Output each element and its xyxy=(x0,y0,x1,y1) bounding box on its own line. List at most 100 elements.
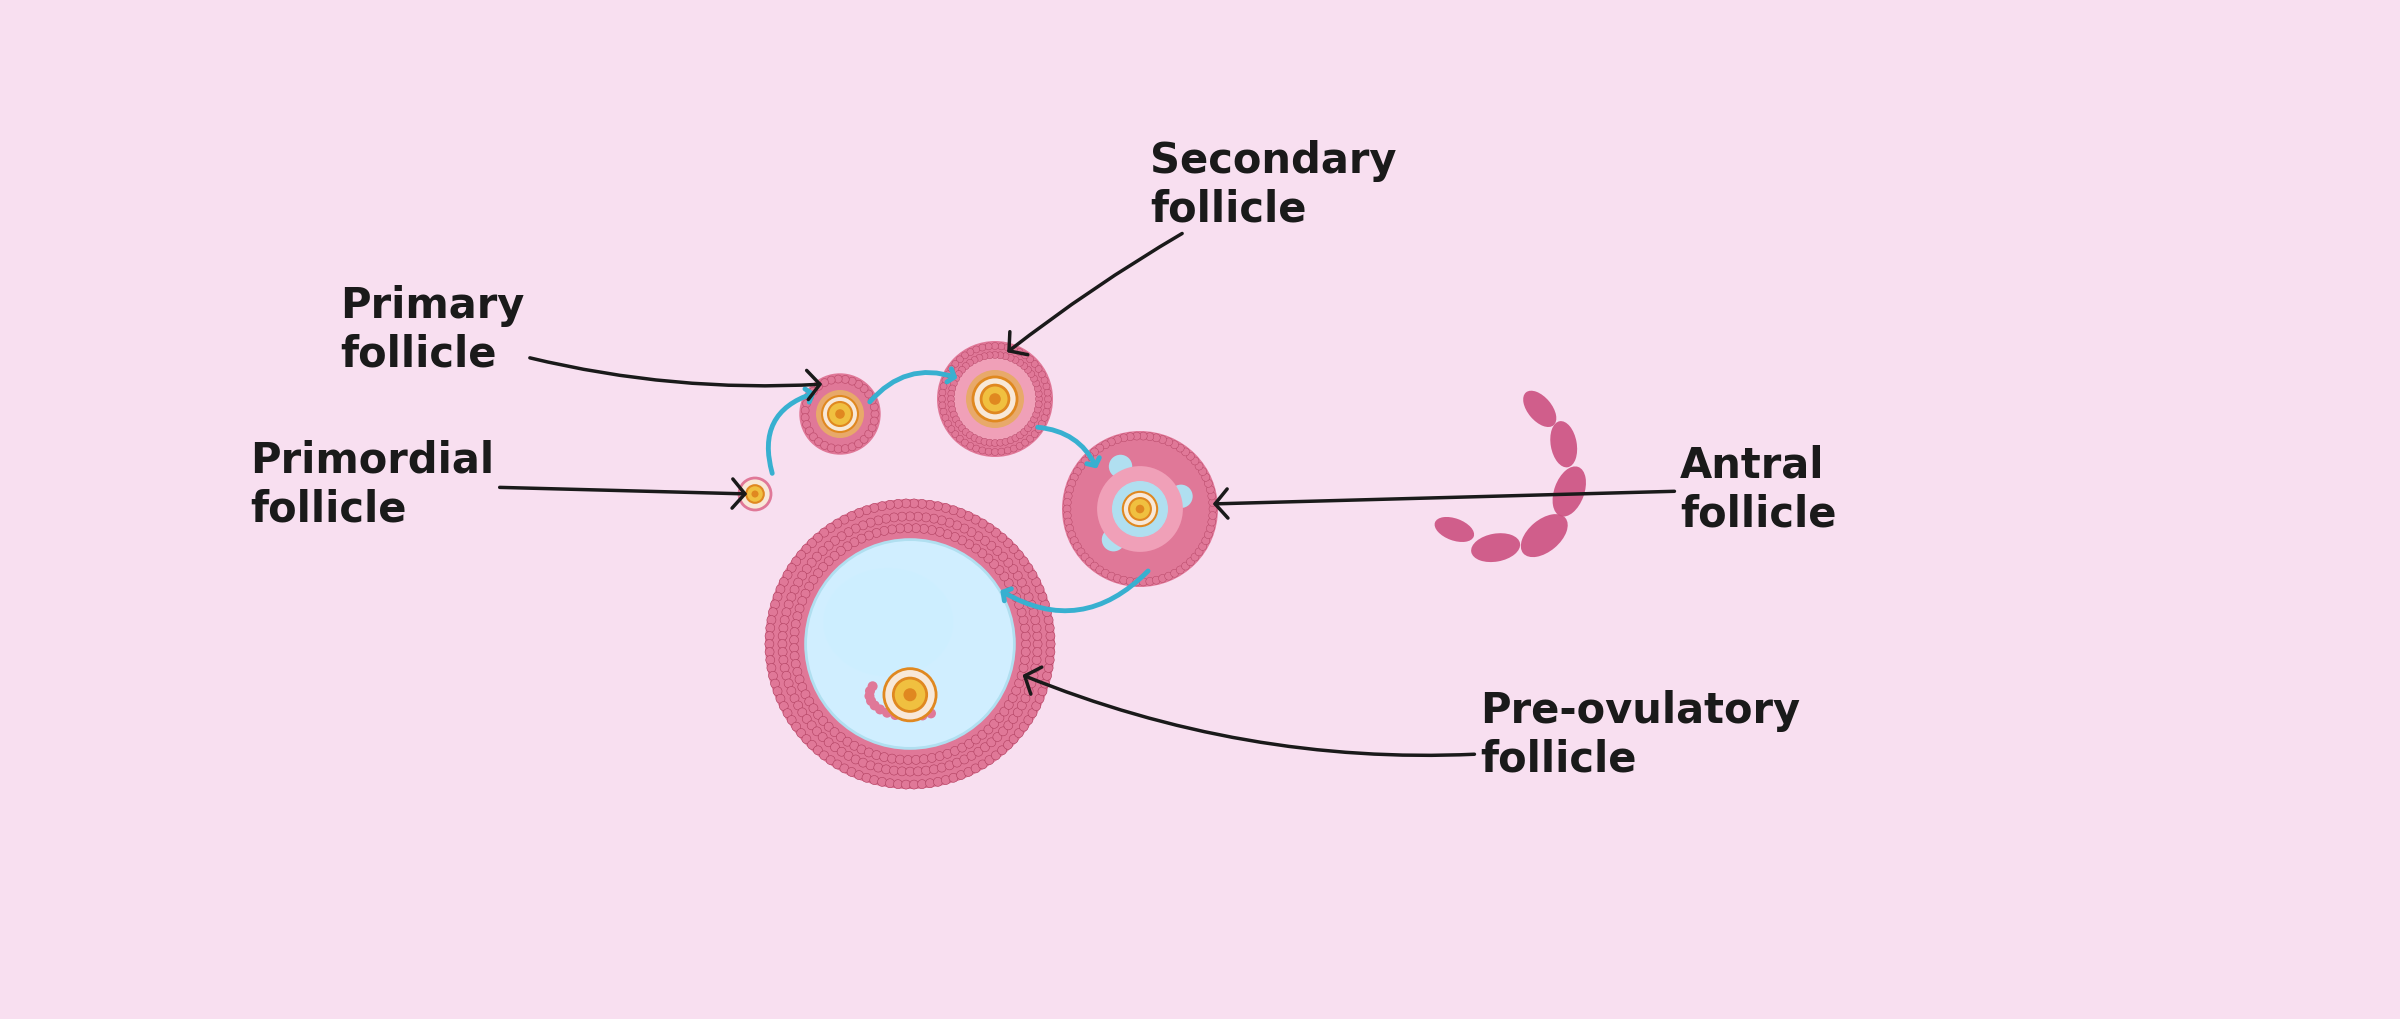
Circle shape xyxy=(847,513,857,521)
Circle shape xyxy=(1034,585,1044,594)
Circle shape xyxy=(1063,512,1070,520)
Circle shape xyxy=(1027,709,1037,718)
Circle shape xyxy=(1025,564,1032,573)
Circle shape xyxy=(1046,640,1056,649)
Circle shape xyxy=(881,527,888,536)
Circle shape xyxy=(1003,741,1013,750)
Circle shape xyxy=(890,514,898,523)
Circle shape xyxy=(778,648,787,657)
Circle shape xyxy=(926,779,934,788)
Circle shape xyxy=(821,529,828,538)
Circle shape xyxy=(842,542,852,551)
Circle shape xyxy=(998,746,1006,755)
Circle shape xyxy=(912,756,922,764)
Circle shape xyxy=(898,513,907,522)
Circle shape xyxy=(1013,358,1020,364)
Circle shape xyxy=(852,755,859,764)
Circle shape xyxy=(1027,680,1037,688)
Circle shape xyxy=(1015,679,1025,688)
Circle shape xyxy=(859,522,866,530)
Circle shape xyxy=(962,429,970,436)
Circle shape xyxy=(1015,729,1022,738)
Circle shape xyxy=(1068,480,1075,488)
Circle shape xyxy=(1039,372,1046,378)
Ellipse shape xyxy=(1553,467,1586,517)
Circle shape xyxy=(1015,600,1025,609)
Circle shape xyxy=(818,547,828,556)
Ellipse shape xyxy=(823,569,953,677)
Circle shape xyxy=(1078,463,1085,471)
Circle shape xyxy=(794,701,802,710)
Circle shape xyxy=(782,709,792,718)
Circle shape xyxy=(943,530,953,539)
Circle shape xyxy=(1152,577,1159,585)
Circle shape xyxy=(1102,570,1109,578)
Circle shape xyxy=(989,719,998,729)
Circle shape xyxy=(953,376,960,383)
Circle shape xyxy=(953,431,960,438)
Circle shape xyxy=(814,570,823,578)
Circle shape xyxy=(984,448,991,455)
Circle shape xyxy=(871,529,881,538)
Circle shape xyxy=(922,514,931,523)
Circle shape xyxy=(835,410,845,420)
Circle shape xyxy=(888,526,898,534)
Circle shape xyxy=(1114,575,1121,583)
Circle shape xyxy=(1176,444,1183,452)
Circle shape xyxy=(790,652,799,661)
Circle shape xyxy=(989,560,998,569)
Circle shape xyxy=(955,371,962,378)
Circle shape xyxy=(967,528,977,537)
Circle shape xyxy=(792,612,802,622)
Circle shape xyxy=(859,436,869,444)
Circle shape xyxy=(996,713,1003,722)
Circle shape xyxy=(866,696,876,706)
Circle shape xyxy=(840,764,850,773)
Circle shape xyxy=(830,537,840,546)
Circle shape xyxy=(1020,656,1030,664)
Circle shape xyxy=(1003,721,1013,731)
Circle shape xyxy=(950,533,960,542)
Circle shape xyxy=(948,396,955,404)
Circle shape xyxy=(816,390,864,438)
Circle shape xyxy=(1003,447,1010,454)
Circle shape xyxy=(977,731,986,740)
Circle shape xyxy=(766,632,775,641)
Circle shape xyxy=(874,763,883,772)
Circle shape xyxy=(766,624,775,633)
Circle shape xyxy=(770,600,780,609)
Circle shape xyxy=(950,747,960,756)
Circle shape xyxy=(946,761,953,770)
Circle shape xyxy=(869,775,878,785)
Circle shape xyxy=(946,372,950,378)
Circle shape xyxy=(1046,648,1056,657)
Circle shape xyxy=(1010,346,1018,354)
Circle shape xyxy=(994,547,1001,556)
Circle shape xyxy=(1020,694,1030,703)
Circle shape xyxy=(802,690,809,699)
Circle shape xyxy=(1066,525,1073,533)
Circle shape xyxy=(797,572,806,581)
Circle shape xyxy=(914,513,922,522)
Text: Antral
follicle: Antral follicle xyxy=(1214,444,1836,535)
Circle shape xyxy=(797,683,806,692)
Circle shape xyxy=(982,354,989,361)
Circle shape xyxy=(1008,355,1015,362)
Circle shape xyxy=(866,519,876,528)
Circle shape xyxy=(1010,445,1018,452)
Circle shape xyxy=(773,687,782,696)
Circle shape xyxy=(1020,624,1030,633)
Circle shape xyxy=(958,770,965,780)
Circle shape xyxy=(862,773,871,783)
Circle shape xyxy=(967,752,977,760)
Circle shape xyxy=(1030,608,1039,618)
Circle shape xyxy=(842,445,850,453)
Circle shape xyxy=(809,388,818,395)
Circle shape xyxy=(1106,573,1116,581)
Circle shape xyxy=(1022,353,1030,360)
Circle shape xyxy=(1027,600,1037,609)
Circle shape xyxy=(1044,615,1054,625)
Circle shape xyxy=(1013,708,1022,717)
Circle shape xyxy=(893,780,902,789)
Circle shape xyxy=(948,506,958,516)
